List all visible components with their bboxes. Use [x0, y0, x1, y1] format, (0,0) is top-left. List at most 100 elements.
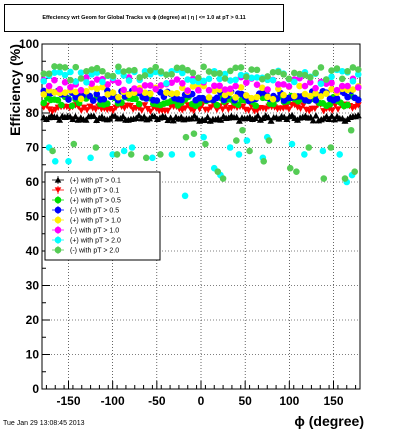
data-point [338, 67, 346, 75]
data-point [83, 107, 91, 114]
x-tick-label: -50 [148, 394, 166, 408]
data-point [157, 68, 165, 75]
data-point [285, 75, 293, 83]
data-point [333, 65, 341, 72]
data-point [104, 72, 112, 79]
data-point [40, 77, 48, 85]
data-point [245, 107, 253, 114]
data-point [77, 95, 85, 103]
data-point [173, 90, 181, 97]
data-point [269, 68, 277, 76]
data-point [349, 77, 357, 85]
data-point [61, 89, 69, 96]
y-tick-label: 80 [26, 106, 40, 120]
data-point [190, 130, 198, 137]
data-point [248, 74, 255, 82]
timestamp: Tue Jan 29 13:08:45 2013 [3, 420, 85, 427]
data-point [51, 89, 58, 96]
y-tick-label: 50 [26, 210, 40, 224]
data-point [221, 86, 229, 93]
data-point [142, 154, 150, 162]
data-point [211, 82, 218, 90]
data-point [282, 104, 290, 111]
data-point [270, 100, 277, 108]
data-point [205, 75, 213, 83]
data-point [152, 63, 159, 71]
data-point [312, 96, 320, 104]
data-point [253, 74, 261, 81]
data-point [104, 81, 112, 88]
data-point [217, 116, 225, 123]
data-point [227, 85, 234, 93]
data-point [104, 100, 111, 107]
data-point [65, 96, 72, 103]
data-point [67, 76, 74, 84]
data-point [286, 164, 294, 172]
data-point [205, 68, 213, 75]
data-point [70, 140, 78, 148]
data-point [136, 87, 143, 94]
data-point [163, 80, 170, 87]
data-point [178, 96, 185, 104]
data-point [234, 101, 242, 109]
data-point [106, 106, 114, 113]
data-point [264, 86, 271, 93]
data-point [232, 64, 239, 72]
data-point [173, 64, 181, 72]
data-point [293, 168, 300, 175]
data-point [336, 151, 343, 158]
data-point [333, 86, 341, 94]
data-point [54, 96, 62, 104]
data-point [280, 91, 287, 99]
data-point [51, 158, 59, 165]
data-point [56, 68, 64, 76]
data-point [51, 63, 58, 70]
data-point [56, 116, 64, 123]
data-point [127, 151, 135, 158]
x-axis-title: ϕ (degree) [294, 413, 364, 429]
x-tick-label: 100 [279, 394, 299, 408]
data-point [168, 90, 175, 97]
data-point [77, 86, 85, 94]
data-point [214, 168, 222, 175]
data-point [306, 92, 314, 100]
data-point [99, 78, 106, 86]
data-point [237, 84, 245, 91]
data-point [72, 78, 80, 85]
data-point [120, 147, 128, 155]
data-point [252, 102, 260, 110]
data-point [269, 76, 277, 84]
data-point [301, 90, 309, 98]
data-point [328, 67, 335, 74]
data-point [115, 63, 122, 71]
chart-title: Effeciency wrt Geom for Global Tracks vs… [4, 4, 284, 32]
data-point [219, 106, 227, 113]
data-point [204, 113, 212, 120]
data-point [349, 64, 357, 71]
data-point [58, 101, 65, 109]
data-point [168, 71, 175, 78]
legend-marker [54, 216, 62, 224]
data-point [141, 72, 149, 79]
data-point [147, 90, 154, 97]
x-tick-label: 50 [238, 394, 252, 408]
data-point [216, 82, 223, 90]
data-point [51, 69, 58, 76]
data-point [40, 70, 48, 77]
data-point [344, 82, 351, 90]
data-point [125, 77, 133, 84]
data-point [307, 113, 315, 120]
data-point [181, 192, 189, 200]
data-point [243, 73, 250, 81]
data-point [248, 94, 255, 102]
data-point [205, 86, 213, 94]
data-point [157, 151, 164, 158]
data-point [71, 112, 79, 120]
data-point [338, 82, 346, 90]
data-point [239, 126, 246, 134]
data-point [93, 90, 101, 98]
data-points [40, 63, 362, 200]
data-point [354, 111, 362, 119]
data-point [354, 102, 362, 109]
